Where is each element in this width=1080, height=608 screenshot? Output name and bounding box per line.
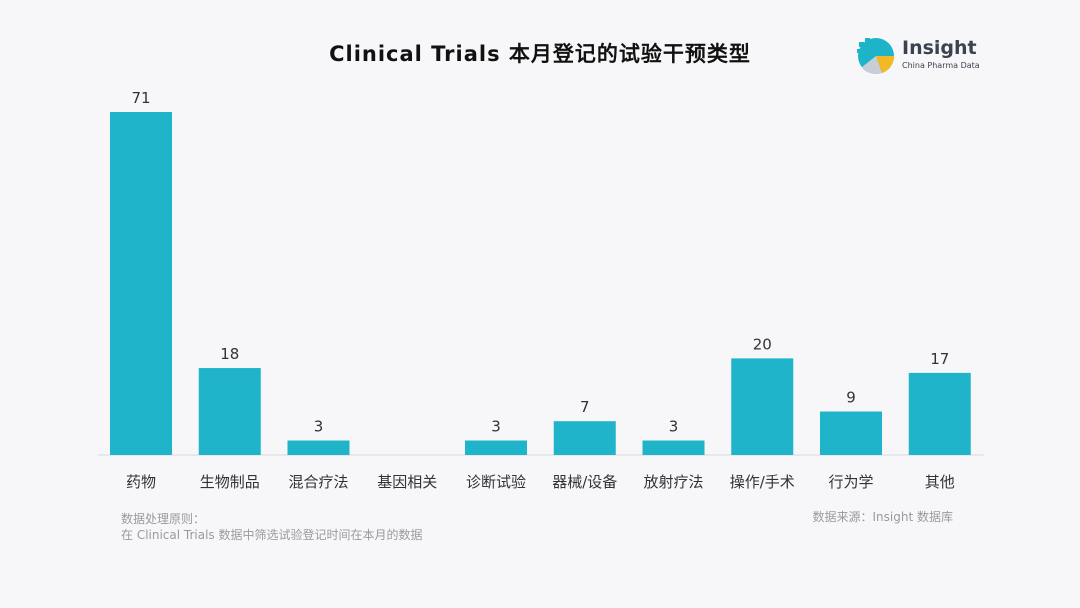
x-tick-label: 生物制品 [200,473,260,491]
bar [110,112,172,455]
data-label: 9 [846,389,856,407]
logo-name: Insight [902,37,977,59]
bar [287,440,350,455]
bar [908,372,971,455]
logo-subtitle: China Pharma Data [902,61,980,70]
data-note: 数据处理原则： 在 Clinical Trials 数据中筛选试验登记时间在本月… [121,511,423,543]
data-label: 3 [491,418,501,436]
data-label: 71 [131,89,150,107]
data-label: 3 [669,418,679,436]
bar [820,411,882,455]
bar [553,421,616,455]
bar [465,440,527,455]
x-tick-label: 混合疗法 [288,473,348,491]
chart-title: Clinical Trials 本月登记的试验干预类型 [329,42,751,66]
x-tick-label: 器械/设备 [552,473,617,491]
x-tick-label: 基因相关 [377,473,437,491]
data-label: 3 [314,418,324,436]
insight-logo: Insight China Pharma Data [856,36,986,76]
x-tick-label: 其他 [925,473,955,491]
bar [731,358,794,455]
bar [642,440,705,455]
data-label: 18 [220,345,239,363]
x-tick-label: 诊断试验 [466,473,526,491]
data-source: 数据来源：Insight 数据库 [812,510,953,524]
bar [198,368,261,455]
x-tick-label: 放射疗法 [643,473,703,491]
data-note-text: 在 Clinical Trials 数据中筛选试验登记时间在本月的数据 [121,528,423,542]
data-note-heading: 数据处理原则： [121,512,206,526]
x-tick-label: 行为学 [828,473,873,491]
bar-series: 71 药物 18 生物制品 3 混合疗法 基因相关 3 诊断试验 7 器械/设备 3 放射疗法 20 操作/… [110,89,971,491]
insight-logo-icon [857,38,894,74]
x-tick-label: 药物 [126,473,156,491]
data-label: 20 [753,335,772,353]
data-label: 7 [580,398,590,416]
data-label: 17 [930,350,949,368]
x-tick-label: 操作/手术 [730,473,795,491]
